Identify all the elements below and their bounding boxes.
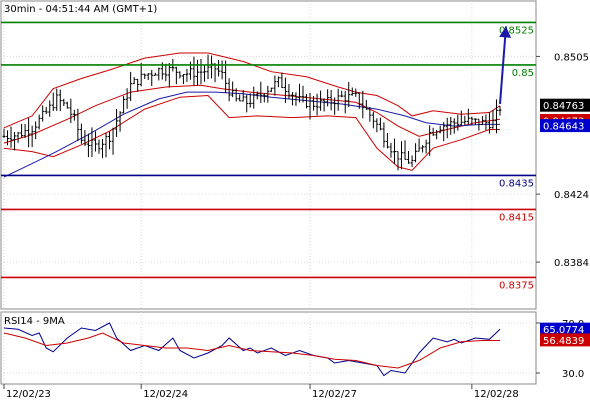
rsi-y-tick-label: 30.0: [562, 369, 584, 380]
level-label: 0.85: [512, 68, 534, 79]
price-tag-box: [540, 119, 590, 133]
chart-timestamp: 30min - 04:51:44 AM (GMT+1): [4, 4, 157, 15]
level-label: 0.8435: [499, 178, 534, 189]
rsi-lines: [3, 322, 501, 377]
rsi-grid: [1, 312, 536, 384]
rsi-title: RSI14 - 9MA: [4, 316, 65, 327]
price-bars: [2, 54, 502, 171]
rsi-panel-frame: [0, 311, 537, 385]
rsi-tag-box: [540, 322, 590, 336]
x-tick-label: 12/02/23: [6, 389, 51, 400]
rsi-series-1-line: [3, 332, 500, 369]
price-grid: [1, 1, 536, 309]
x-axis: 12/02/23 12/02/24 12/02/27 12/02/28: [3, 384, 519, 400]
price-tag-label: 0.84763: [543, 101, 584, 112]
forecast-arrow: [499, 26, 512, 105]
rsi-tag-label: 65.0774: [543, 325, 584, 336]
level-label: 0.8415: [499, 212, 534, 223]
x-tick-label: 12/02/27: [312, 389, 357, 400]
price-y-tick-label: 0.8384: [554, 258, 589, 269]
price-tag-box: [540, 98, 590, 112]
x-tick-label: 12/02/28: [474, 389, 519, 400]
bollinger-upper-line: [3, 52, 501, 129]
x-tick-label: 12/02/24: [143, 389, 188, 400]
level-label: 0.8375: [499, 280, 534, 291]
support-resistance-levels: 0.8525 0.85 0.8435 0.8415 0.8375: [1, 21, 536, 291]
price-y-tick-label: 0.8505: [554, 52, 589, 63]
level-label: 0.8525: [499, 25, 534, 36]
rsi-tag-label: 56.4839: [543, 336, 584, 347]
price-tag-label: 0.84643: [543, 122, 584, 133]
price-panel-frame: [0, 0, 537, 310]
price-y-tick-label: 0.8424: [554, 190, 589, 201]
forecast-arrow-line: [499, 26, 507, 105]
forecast-arrow-head: [499, 26, 512, 38]
rsi-tag-box: [540, 333, 590, 347]
price-y-axis: 0.8505 0.8424 0.8384: [536, 52, 589, 269]
